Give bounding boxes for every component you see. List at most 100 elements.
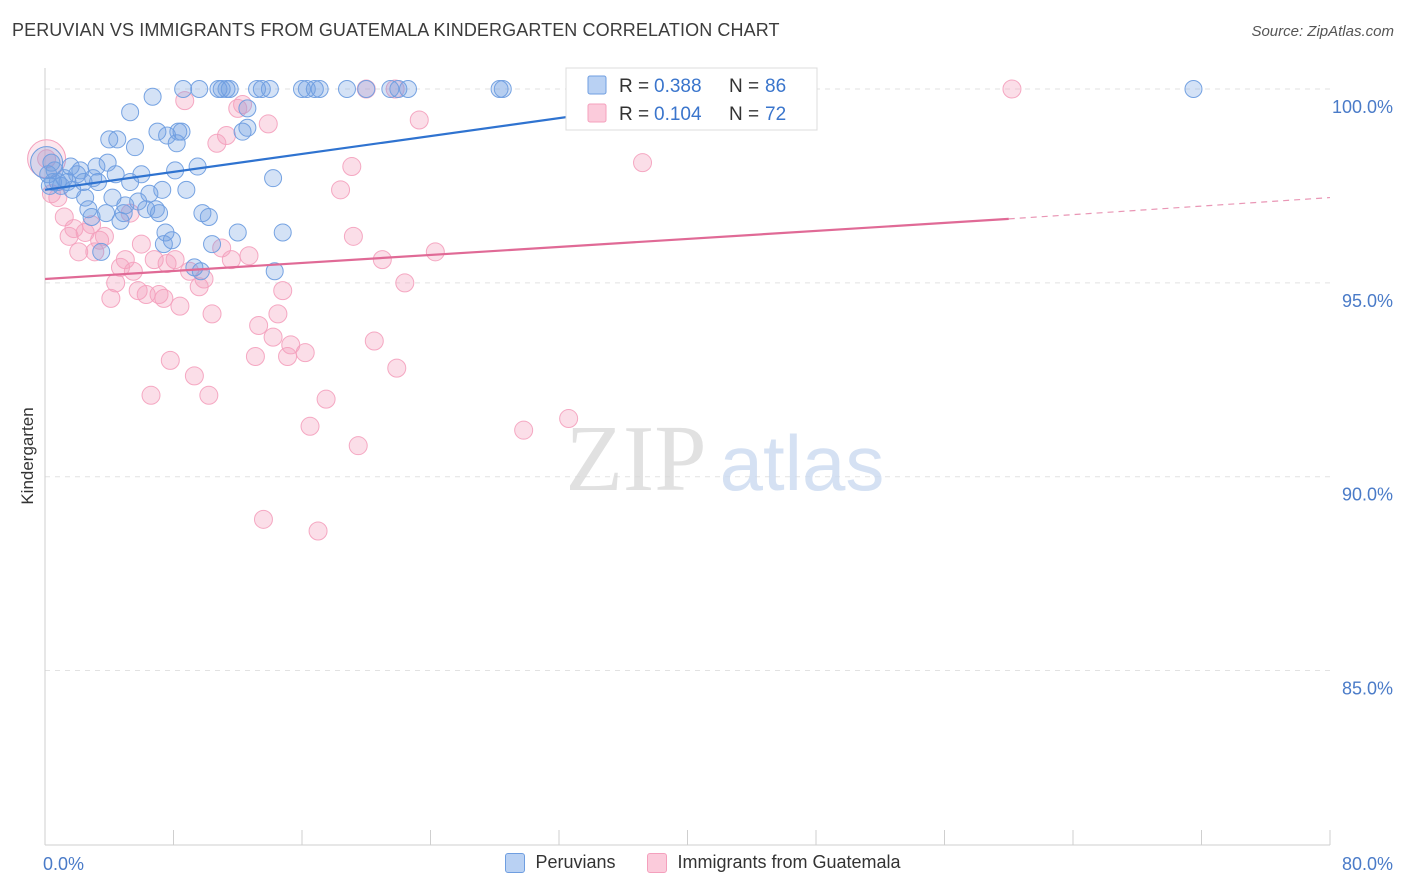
point-guatemala (249, 316, 269, 336)
point-guatemala (217, 126, 237, 146)
point-peruvians (273, 223, 292, 242)
source-label: Source: ZipAtlas.com (1251, 23, 1394, 40)
point-peruvians (132, 165, 151, 184)
point-guatemala (207, 133, 227, 153)
y-axis-label: Kindergarten (18, 407, 37, 504)
point-guatemala (101, 288, 121, 308)
point-peruvians (1184, 80, 1203, 99)
point-peruvians (125, 138, 144, 157)
point-guatemala (372, 250, 392, 270)
point-guatemala (343, 226, 363, 246)
stats-r-label-guatemala: R = (619, 104, 649, 125)
point-guatemala (253, 509, 273, 529)
point-peruvians (92, 242, 111, 261)
point-guatemala (263, 327, 283, 347)
point-guatemala (308, 521, 328, 541)
point-peruvians (188, 157, 207, 176)
chart-title: PERUVIAN VS IMMIGRANTS FROM GUATEMALA KI… (12, 20, 780, 40)
point-peruvians (238, 118, 257, 137)
point-peruvians (399, 80, 418, 99)
point-peruvians (265, 262, 284, 281)
point-peruvians (30, 146, 64, 180)
point-peruvians (238, 99, 257, 118)
point-peruvians (76, 188, 95, 207)
point-peruvians (199, 207, 218, 226)
stats-box: R = 0.388 N = 86 R = 0.104 N = 72 (565, 67, 818, 131)
trend-line-guatemala (44, 217, 1009, 281)
point-peruvians (190, 80, 209, 99)
point-guatemala (395, 273, 415, 293)
point-peruvians (121, 103, 140, 122)
point-peruvians (220, 80, 239, 99)
axes (44, 68, 1331, 846)
point-peruvians (87, 157, 106, 176)
stats-n-value-guatemala: 72 (765, 104, 786, 125)
legend-label-peruvians: Peruvians (535, 852, 616, 872)
watermark-atlas: atlas (720, 419, 885, 507)
point-guatemala (184, 366, 204, 386)
point-peruvians (167, 134, 186, 153)
stats-swatch-peruvians (587, 75, 607, 95)
point-peruvians (97, 204, 116, 223)
point-guatemala (175, 91, 195, 111)
y-tick-label: 90.0% (1342, 485, 1393, 505)
stats-n-value-peruvians: 86 (765, 76, 786, 97)
stats-r-value-guatemala: 0.104 (654, 104, 702, 125)
y-tick-label: 95.0% (1342, 291, 1393, 311)
watermark: ZIP atlas (566, 407, 885, 511)
point-guatemala (202, 304, 222, 324)
point-guatemala (1002, 79, 1022, 99)
point-guatemala (199, 385, 219, 405)
point-guatemala (316, 389, 336, 409)
point-guatemala (123, 261, 143, 281)
legend-swatch-guatemala (647, 852, 668, 873)
point-guatemala (160, 350, 180, 370)
x-tick-label: 80.0% (1342, 854, 1393, 874)
legend-label-guatemala: Immigrants from Guatemala (677, 852, 901, 872)
grid (45, 88, 1330, 672)
point-peruvians (357, 80, 376, 99)
x-tick-label: 0.0% (43, 854, 84, 874)
point-peruvians (177, 180, 196, 199)
point-peruvians (305, 80, 324, 99)
point-guatemala (409, 110, 429, 130)
point-guatemala (131, 234, 151, 254)
point-guatemala (348, 436, 368, 456)
point-peruvians (143, 87, 162, 106)
point-peruvians (337, 80, 356, 99)
point-guatemala (82, 215, 102, 235)
point-guatemala (295, 343, 315, 363)
point-peruvians (150, 204, 169, 223)
point-guatemala (245, 347, 265, 367)
tick-labels: 85.0% 90.0% 95.0% 100.0% 0.0% 80.0% (43, 97, 1393, 874)
legend-item-peruvians: Peruvians (505, 852, 615, 873)
stats-r-label-peruvians: R = (619, 76, 649, 97)
point-peruvians (114, 204, 133, 223)
point-peruvians (293, 80, 311, 99)
point-guatemala (559, 409, 579, 429)
point-guatemala (239, 246, 259, 266)
point-guatemala (387, 358, 407, 378)
point-guatemala (85, 242, 105, 262)
trend-line-guatemala-extrapolated (1008, 196, 1331, 220)
stats-n-label-guatemala: N = (729, 104, 759, 125)
point-guatemala (268, 304, 288, 324)
point-peruvians (158, 126, 177, 145)
point-peruvians (162, 231, 181, 250)
point-guatemala (300, 416, 320, 436)
stats-r-value-peruvians: 0.388 (654, 76, 702, 97)
point-peruvians (264, 169, 283, 188)
point-peruvians (203, 235, 222, 254)
legend: Peruvians Immigrants from Guatemala (0, 852, 1406, 873)
point-guatemala (425, 242, 445, 262)
point-peruvians (389, 80, 408, 99)
point-guatemala (514, 420, 534, 440)
stats-swatch-guatemala (587, 103, 607, 123)
point-peruvians (310, 80, 329, 99)
point-guatemala (69, 242, 89, 262)
legend-swatch-peruvians (505, 852, 526, 873)
point-guatemala (633, 153, 653, 173)
point-guatemala (258, 114, 278, 134)
point-peruvians (116, 196, 135, 215)
